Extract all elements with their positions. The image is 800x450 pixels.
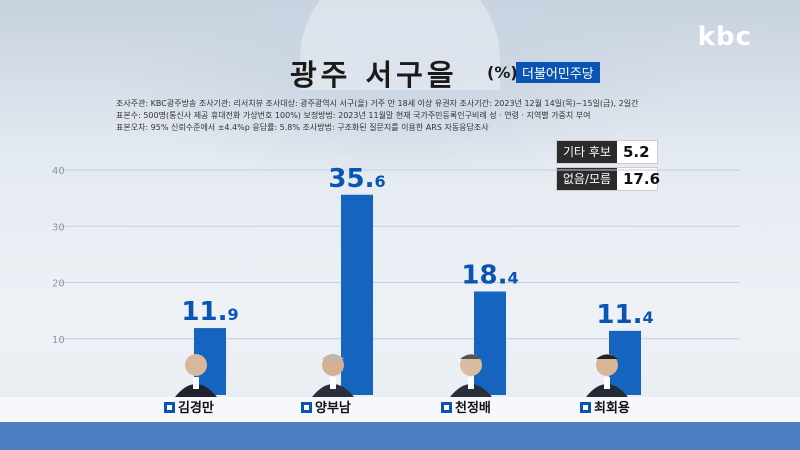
y-tick-label: 40 bbox=[52, 166, 65, 177]
bar-value-label: 11.9 bbox=[181, 297, 238, 327]
bar-value-label: 35.6 bbox=[328, 164, 385, 194]
kbc-logo: kbc bbox=[697, 22, 752, 52]
candidate-label-2: 양부남 bbox=[301, 400, 351, 418]
dome-decoration bbox=[300, 0, 500, 90]
candidate-name: 김경만 bbox=[178, 401, 214, 416]
none-unknown-box: 없음/모름 17.6 bbox=[556, 167, 661, 191]
candidate-name: 천정배 bbox=[455, 401, 491, 416]
bar-value-label: 11.4 bbox=[596, 300, 653, 330]
y-tick-label: 30 bbox=[52, 222, 65, 233]
party-mark-icon bbox=[164, 402, 175, 413]
candidate-label-4: 최회용 bbox=[580, 400, 630, 418]
survey-line-1: 조사주관: KBC광주방송 조사기관: 리서치뷰 조사대상: 광주광역시 서구(… bbox=[116, 99, 639, 108]
unit-label: (%) bbox=[487, 63, 518, 82]
candidate-label-3: 천정배 bbox=[441, 400, 491, 418]
y-tick-label: 20 bbox=[52, 279, 65, 290]
bar-value-label: 18.4 bbox=[461, 261, 518, 291]
party-mark-icon bbox=[301, 402, 312, 413]
survey-line-3: 표본오차: 95% 신뢰수준에서 ±4.4%p 응답률: 5.8% 조사방법: … bbox=[116, 123, 489, 132]
candidate-photo-2 bbox=[310, 349, 356, 397]
bar bbox=[474, 291, 506, 395]
none-unknown-value: 17.6 bbox=[623, 170, 661, 188]
page-title: 광주 서구을 bbox=[290, 58, 458, 92]
other-candidates-label: 기타 후보 bbox=[557, 141, 617, 163]
survey-line-2: 표본수: 500명(통신사 제공 휴대전화 가상번호 100%) 보정방법: 2… bbox=[116, 111, 591, 120]
none-unknown-label: 없음/모름 bbox=[557, 168, 617, 190]
other-candidates-box: 기타 후보 5.2 bbox=[556, 140, 658, 164]
candidate-label-1: 김경만 bbox=[164, 400, 214, 418]
bar bbox=[341, 194, 373, 395]
candidate-photo-3 bbox=[448, 349, 494, 397]
party-badge: 더불어민주당 bbox=[516, 62, 600, 83]
candidate-name: 최회용 bbox=[594, 401, 630, 416]
other-candidates-value: 5.2 bbox=[623, 143, 650, 161]
y-tick-label: 10 bbox=[52, 335, 65, 346]
party-mark-icon bbox=[580, 402, 591, 413]
header: 광주 서구을 (%) 더불어민주당 bbox=[0, 48, 800, 94]
party-mark-icon bbox=[441, 402, 452, 413]
candidate-photo-1 bbox=[173, 349, 219, 397]
bottom-band bbox=[0, 422, 800, 450]
label-strip bbox=[0, 397, 800, 422]
candidate-photo-4 bbox=[584, 349, 630, 397]
candidate-name: 양부남 bbox=[315, 401, 351, 416]
